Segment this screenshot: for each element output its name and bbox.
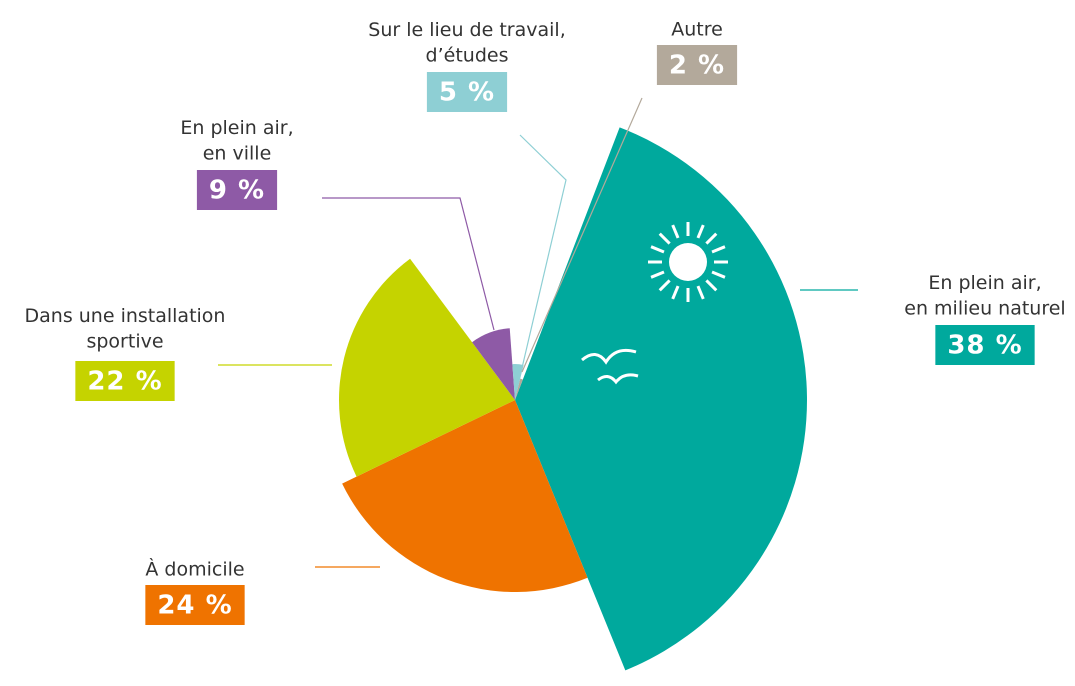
category-label: En plein air, en ville [180, 117, 293, 165]
value-box [145, 585, 245, 625]
sun-ray [671, 224, 680, 239]
sun-ray [696, 224, 705, 239]
leader-line [519, 134, 567, 369]
value-label: 9 % [209, 176, 265, 206]
sun-ray [705, 232, 718, 245]
sun-ray [650, 245, 665, 254]
sun-ray [705, 279, 718, 292]
category-label: Autre [671, 19, 723, 41]
slice [515, 127, 807, 671]
bird [597, 373, 639, 385]
value-label: 22 % [87, 367, 162, 397]
value-box [426, 72, 508, 112]
decoration [581, 222, 728, 385]
bird [581, 348, 637, 365]
slice [515, 378, 523, 400]
sun-ray [711, 270, 726, 279]
value-label: 24 % [157, 591, 232, 621]
value-box [935, 325, 1035, 365]
slice [472, 328, 515, 400]
category-label: À domicile [145, 558, 244, 581]
category-label: Dans une installation sportive [25, 305, 226, 353]
sun-ray [711, 245, 726, 254]
slice [342, 400, 588, 592]
leader-line [521, 97, 643, 373]
sun-ray [658, 232, 671, 245]
slices [338, 127, 807, 671]
category-label: En plein air, en milieu naturel [904, 272, 1065, 320]
sun-ray [650, 270, 665, 279]
category-label: Sur le lieu de travail, d’études [368, 19, 565, 67]
value-box [656, 45, 738, 85]
leader-line [322, 197, 495, 331]
value-label: 2 % [669, 51, 725, 81]
value-label: 38 % [947, 331, 1022, 361]
slice [512, 363, 524, 400]
sun [669, 243, 707, 281]
value-box [75, 361, 175, 401]
sun-ray [658, 279, 671, 292]
value-box [196, 170, 278, 210]
sun-ray [671, 285, 680, 300]
value-label: 5 % [439, 78, 495, 108]
sun-ray [696, 285, 705, 300]
slice [338, 258, 515, 477]
